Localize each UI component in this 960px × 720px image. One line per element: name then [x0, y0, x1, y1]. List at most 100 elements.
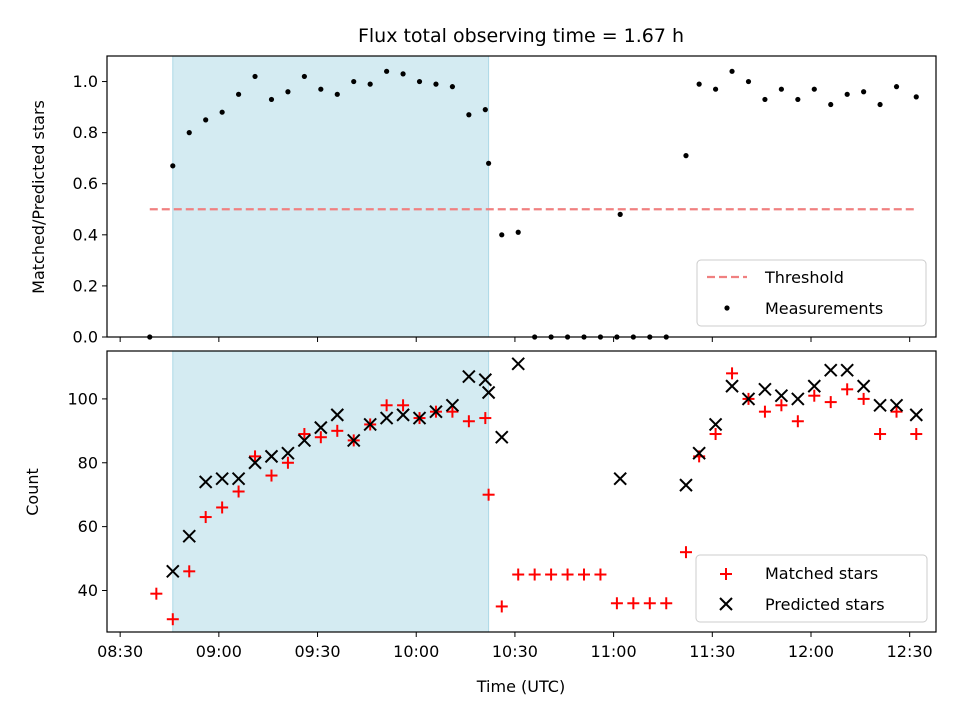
measurements-point [482, 107, 488, 113]
measurements-point [367, 81, 373, 87]
predicted-stars-point [297, 433, 312, 448]
measurements-point [486, 160, 492, 166]
legend-measurements-label: Measurements [765, 299, 883, 318]
top-y-tick-label: 0.4 [73, 225, 98, 244]
measurements-point [893, 84, 900, 90]
bottom-y-axis-label: Count [23, 468, 42, 516]
measurements-point [285, 89, 291, 95]
bottom-y-tick-label: 40 [78, 581, 98, 600]
x-tick-label: 10:30 [492, 642, 538, 661]
x-tick-label: 09:30 [294, 642, 340, 661]
matched-stars-point [824, 396, 837, 409]
top-legend: Threshold Measurements [696, 259, 927, 327]
measurements-point [219, 109, 225, 115]
matched-stars-point [910, 428, 923, 441]
matched-stars-point [578, 568, 591, 581]
bottom-y-tick-label: 100 [67, 389, 98, 408]
matched-stars-point [512, 568, 525, 581]
x-tick-label: 11:30 [689, 642, 735, 661]
predicted-stars-point [198, 475, 213, 489]
measurements-point [617, 211, 623, 217]
measurements-point [811, 86, 817, 92]
top-y-axis-label: Matched/Predicted stars [29, 100, 48, 294]
x-axis-label: Time (UTC) [476, 677, 565, 696]
measurements-point [449, 84, 456, 90]
matched-stars-point [775, 399, 788, 412]
predicted-stars-point [840, 363, 854, 377]
predicted-stars-point [481, 385, 496, 400]
predicted-stars-point [873, 398, 887, 412]
matched-stars-point [808, 389, 821, 402]
matched-stars-point [397, 399, 410, 412]
matched-stars-point [791, 415, 804, 428]
predicted-stars-point [909, 408, 923, 422]
matched-stars-point [232, 485, 245, 498]
measurements-point [515, 229, 521, 235]
matched-stars-point [726, 367, 739, 380]
measurements-point [844, 91, 850, 97]
top-plot-frame [106, 55, 937, 338]
measurements-point [762, 96, 768, 103]
measurements-point [712, 86, 719, 92]
predicted-stars-point [511, 357, 525, 371]
measurements-point [913, 94, 919, 100]
legend-threshold-label: Threshold [764, 268, 844, 287]
measurements-point [203, 117, 209, 123]
matched-stars-point [545, 568, 558, 581]
predicted-stars-point [725, 379, 739, 393]
measurements-point [729, 68, 735, 74]
measurements-point [433, 81, 439, 87]
predicted-stars-point [758, 382, 772, 397]
predicted-stars-point [791, 392, 805, 406]
predicted-stars-point [889, 398, 904, 412]
top-y-tick-label: 0.2 [73, 276, 98, 295]
predicted-stars-point [248, 456, 262, 470]
top-y-tick-label: 0.0 [73, 328, 98, 347]
matched-stars-point [199, 511, 212, 524]
top-panel: 0.0 0.2 0.4 0.6 0.8 1.0 [73, 55, 937, 347]
predicted-stars-point [166, 564, 180, 579]
predicted-stars-point [379, 411, 394, 425]
measurements-point [170, 163, 176, 169]
matched-stars-point [643, 597, 656, 610]
predicted-stars-point [495, 430, 509, 444]
matched-stars-point [857, 392, 870, 405]
predicted-stars-point [281, 446, 295, 460]
matched-stars-point [331, 424, 344, 437]
x-tick-label: 12:00 [788, 642, 834, 661]
predicted-stars-point [692, 446, 706, 460]
matched-stars-point [281, 456, 294, 469]
top-legend-box [696, 259, 927, 327]
bottom-plot-frame [106, 350, 937, 633]
matched-stars-point [679, 546, 692, 559]
matched-stars-point [890, 405, 903, 418]
top-y-tick-label: 0.8 [73, 123, 98, 142]
measurements-point [301, 73, 307, 80]
predicted-stars-point [347, 433, 361, 448]
measurements-point [400, 71, 406, 77]
matched-stars-point [627, 597, 640, 610]
matched-stars-point [298, 428, 311, 441]
bottom-panel: 40 60 80 100 08:30 09:00 09:30 10:00 10:30 11:00 1… [67, 350, 937, 661]
predicted-stars-point [741, 392, 756, 406]
x-tick-label: 11:00 [591, 642, 637, 661]
matched-stars-point [841, 383, 854, 396]
matched-stars-point [462, 415, 475, 428]
measurements-point [795, 96, 801, 103]
predicted-stars-point [478, 373, 493, 387]
measurements-point [499, 232, 505, 238]
matched-stars-point [874, 428, 887, 441]
measurements-point [416, 78, 423, 85]
predicted-stars-point [679, 478, 693, 492]
matched-stars-point [482, 488, 495, 501]
measurements-point [466, 112, 472, 118]
top-y-tick-label: 1.0 [73, 72, 98, 91]
matched-stars-point [758, 405, 771, 418]
predicted-stars-point [462, 369, 476, 384]
measurements-point [384, 68, 390, 74]
measurements-point [696, 81, 702, 87]
legend-predicted-label: Predicted stars [765, 595, 885, 614]
bottom-y-tick-label: 60 [78, 517, 98, 536]
legend-measurements-swatch [724, 305, 730, 311]
